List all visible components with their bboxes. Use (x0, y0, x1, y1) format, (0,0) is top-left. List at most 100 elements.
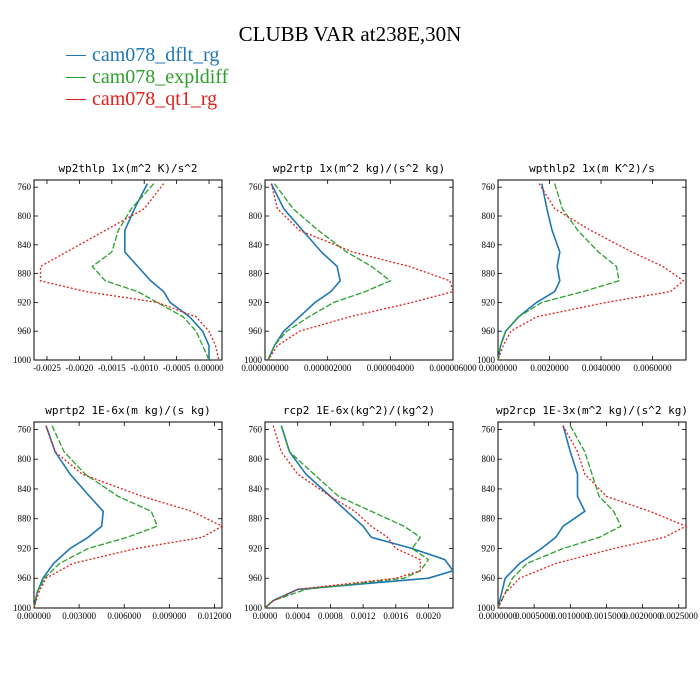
y-tick-label: 760 (249, 424, 263, 434)
legend-label: cam078_qt1_rg (92, 87, 218, 110)
series-line-cam078_dflt_rg (267, 183, 342, 361)
x-tick-label: 0.0020000 (530, 363, 569, 373)
y-tick-label: 920 (18, 543, 32, 553)
y-tick-label: 920 (482, 297, 496, 307)
x-tick-label: 0.0015000 (587, 611, 626, 621)
y-tick-label: 880 (249, 514, 263, 524)
y-tick-label: 880 (18, 514, 32, 524)
legend-item: cam078_qt1_rg (66, 88, 228, 110)
y-tick-label: 760 (18, 182, 32, 192)
x-tick-label: -0.0020 (66, 363, 94, 373)
series-line-cam078_expldiff (264, 425, 430, 609)
series-line-cam078_expldiff (497, 183, 620, 361)
series-line-cam078_qt1_rg (267, 183, 454, 361)
y-tick-label: 920 (249, 543, 263, 553)
y-tick-label: 800 (249, 454, 263, 464)
y-tick-label: 960 (482, 326, 496, 336)
x-tick-label: 0.006000 (107, 611, 141, 621)
y-tick-label: 760 (18, 424, 32, 434)
y-tick-label: 880 (18, 269, 32, 279)
x-tick-label: 0.0000000 (479, 363, 518, 373)
plot-frame (33, 179, 223, 361)
series-line-cam078_qt1_rg (39, 183, 220, 361)
legend-item: cam078_dflt_rg (66, 44, 228, 66)
series-line-cam078_expldiff (267, 183, 392, 361)
y-tick-label: 1000 (13, 355, 32, 365)
x-tick-label: 0.000000000 (241, 363, 289, 373)
series-line-cam078_expldiff (91, 183, 210, 361)
x-tick-label: -0.0015 (98, 363, 126, 373)
series-line-cam078_dflt_rg (497, 425, 586, 609)
y-tick-label: 880 (482, 269, 496, 279)
x-tick-label: 0.0016 (383, 611, 408, 621)
plot-frame (497, 421, 687, 609)
series-line-cam078_dflt_rg (497, 183, 561, 361)
series-line-cam078_dflt_rg (264, 425, 455, 609)
y-tick-label: 840 (482, 240, 496, 250)
y-tick-label: 800 (482, 454, 496, 464)
plot-title: rcp2 1E-6x(kg^2)/(kg^2) (283, 404, 435, 417)
x-tick-label: 0.0005000 (515, 611, 554, 621)
y-tick-label: 1000 (244, 603, 263, 613)
y-tick-label: 840 (18, 240, 32, 250)
plot-title: wp2thlp 1x(m^2 K)/s^2 (58, 162, 197, 175)
y-tick-label: 800 (18, 454, 32, 464)
y-tick-label: 960 (482, 573, 496, 583)
plot-title: wpthlp2 1x(m K^2)/s (529, 162, 655, 175)
y-tick-label: 1000 (477, 603, 496, 613)
x-tick-label: 0.0020000 (623, 611, 662, 621)
series-line-cam078_qt1_rg (497, 425, 688, 609)
y-tick-label: 920 (18, 297, 32, 307)
series-line-cam078_dflt_rg (33, 425, 105, 609)
y-tick-label: 800 (249, 211, 263, 221)
x-tick-label: 0.0020 (416, 611, 441, 621)
x-tick-label: 0.000004000 (367, 363, 415, 373)
series-line-cam078_expldiff (33, 425, 159, 609)
y-tick-label: 840 (18, 484, 32, 494)
series-line-cam078_expldiff (497, 425, 622, 609)
plot-title: wprtp2 1E-6x(m kg)/(s kg) (45, 404, 211, 417)
x-tick-label: 0.009000 (152, 611, 186, 621)
legend-label: cam078_dflt_rg (92, 43, 220, 66)
y-tick-label: 800 (482, 211, 496, 221)
y-tick-label: 800 (18, 211, 32, 221)
legend-label: cam078_expldiff (92, 65, 229, 88)
x-tick-label: -0.0010 (130, 363, 158, 373)
y-tick-label: 760 (482, 424, 496, 434)
y-tick-label: 840 (482, 484, 496, 494)
x-tick-label: 0.000006000 (429, 363, 477, 373)
y-tick-label: 920 (482, 543, 496, 553)
x-tick-label: 0.0000 (253, 611, 278, 621)
legend-swatch (66, 76, 86, 78)
page-title: CLUBB VAR at238E,30N (238, 22, 462, 46)
x-tick-label: 0.0004 (285, 611, 310, 621)
series-line-cam078_dflt_rg (124, 183, 210, 360)
y-tick-label: 880 (482, 514, 496, 524)
x-tick-label: 0.000002000 (304, 363, 352, 373)
x-tick-label: 0.00000 (194, 363, 224, 373)
x-tick-label: 0.0060000 (633, 363, 672, 373)
y-tick-label: 840 (249, 240, 263, 250)
y-tick-label: 1000 (244, 355, 263, 365)
plot-title: wp2rcp 1E-3x(m^2 kg)/(s^2 kg) (496, 404, 688, 417)
series-line-cam078_qt1_rg (497, 183, 685, 361)
y-tick-label: 760 (482, 182, 496, 192)
x-tick-label: 0.012000 (198, 611, 232, 621)
y-tick-label: 960 (249, 573, 263, 583)
x-tick-label: -0.0005 (163, 363, 191, 373)
x-tick-label: 0.0025000 (660, 611, 699, 621)
y-tick-label: 960 (18, 573, 32, 583)
y-tick-label: 960 (18, 326, 32, 336)
x-tick-label: 0.000000 (17, 611, 51, 621)
y-tick-label: 760 (249, 182, 263, 192)
legend-swatch (66, 98, 86, 100)
plot-frame (497, 179, 687, 361)
y-tick-label: 840 (249, 484, 263, 494)
x-tick-label: 0.0008 (318, 611, 343, 621)
x-tick-label: 0.0000000 (479, 611, 518, 621)
x-tick-label: 0.0040000 (582, 363, 621, 373)
x-tick-label: 0.0012 (351, 611, 376, 621)
plot-frame (264, 421, 454, 609)
series-line-cam078_qt1_rg (33, 425, 224, 609)
